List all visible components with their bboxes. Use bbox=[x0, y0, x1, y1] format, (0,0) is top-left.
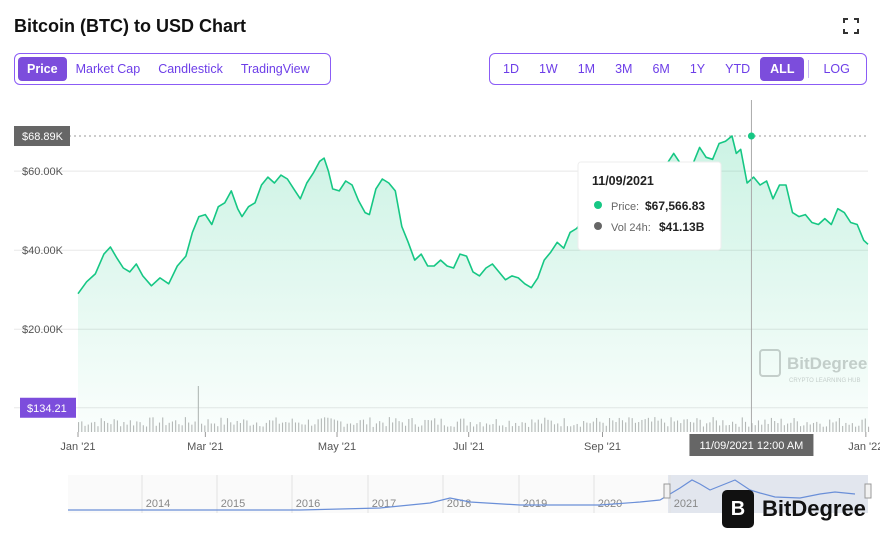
tab-market-cap[interactable]: Market Cap bbox=[75, 62, 141, 76]
tab-candlestick[interactable]: Candlestick bbox=[158, 62, 223, 76]
navigator-year-label: 2016 bbox=[296, 498, 320, 510]
y-tick-label: $40.00K bbox=[22, 245, 64, 257]
range-1m[interactable]: 1M bbox=[577, 62, 596, 76]
price-line bbox=[77, 135, 869, 295]
range-6m[interactable]: 6M bbox=[652, 62, 670, 76]
navigator-series bbox=[68, 479, 856, 511]
price-dot-icon bbox=[594, 201, 602, 209]
navigator-handle-left bbox=[663, 483, 671, 499]
chart-type-tabs: Price Market Cap Candlestick TradingView bbox=[14, 53, 331, 85]
tooltip-date: 11/09/2021 bbox=[592, 174, 654, 188]
range-3m[interactable]: 3M bbox=[615, 62, 633, 76]
navigator-year-label: 2015 bbox=[221, 498, 245, 510]
x-tick-label: Jul '21 bbox=[453, 441, 484, 453]
navigator-selection bbox=[668, 475, 868, 513]
navigator-year-label: 2014 bbox=[146, 498, 170, 510]
crosshair-date-label: 11/09/2021 12:00 AM bbox=[700, 440, 804, 452]
range-1y[interactable]: 1Y bbox=[689, 62, 706, 76]
range-all[interactable]: ALL bbox=[760, 57, 805, 81]
max-price-label: $68.89K bbox=[22, 131, 64, 143]
log-toggle[interactable]: LOG bbox=[823, 62, 850, 76]
bitdegree-logo: B BitDegree bbox=[722, 490, 866, 528]
tab-divider bbox=[808, 60, 810, 78]
logo-text: BitDegree bbox=[762, 496, 866, 521]
volume-bar bbox=[868, 426, 870, 432]
navigator-year-label: 2019 bbox=[523, 498, 547, 510]
range-1w[interactable]: 1W bbox=[538, 62, 558, 76]
x-tick-label: Jan '22 bbox=[848, 441, 880, 453]
x-tick-label: Sep '21 bbox=[584, 441, 621, 453]
x-tick-label: May '21 bbox=[318, 441, 356, 453]
tooltip-vol-value: $41.13B bbox=[659, 220, 705, 234]
tab-tradingview[interactable]: TradingView bbox=[240, 62, 310, 76]
tooltip-price-value: $67,566.83 bbox=[645, 199, 705, 213]
tab-price[interactable]: Price bbox=[18, 57, 67, 81]
x-tick-label: Jan '21 bbox=[60, 441, 95, 453]
min-price-label: $134.21 bbox=[27, 403, 67, 415]
tooltip-panel bbox=[577, 161, 722, 251]
min-price-badge bbox=[20, 397, 76, 418]
page-title: Bitcoin (BTC) to USD Chart bbox=[14, 16, 246, 36]
range-ytd[interactable]: YTD bbox=[725, 62, 751, 76]
navigator-handle-right bbox=[864, 483, 872, 499]
hover-point bbox=[747, 132, 755, 140]
tooltip-price-label: Price: bbox=[611, 201, 639, 213]
range-1d[interactable]: 1D bbox=[503, 62, 519, 76]
y-tick-label: $20.00K bbox=[22, 324, 64, 336]
navigator-year-label: 2021 bbox=[674, 498, 698, 510]
y-tick-label: $60.00K bbox=[22, 166, 64, 178]
expand-icon[interactable] bbox=[843, 18, 859, 34]
x-tick-label: Mar '21 bbox=[187, 441, 223, 453]
crosshair-date-badge bbox=[689, 434, 814, 456]
max-price-badge bbox=[14, 126, 70, 147]
range-tabs: 1D 1W 1M 3M 6M 1Y YTD ALL LOG bbox=[489, 53, 867, 85]
tooltip-vol-label: Vol 24h: bbox=[611, 222, 651, 234]
volume-dot-icon bbox=[594, 222, 602, 230]
logo-mark: B bbox=[722, 490, 754, 528]
